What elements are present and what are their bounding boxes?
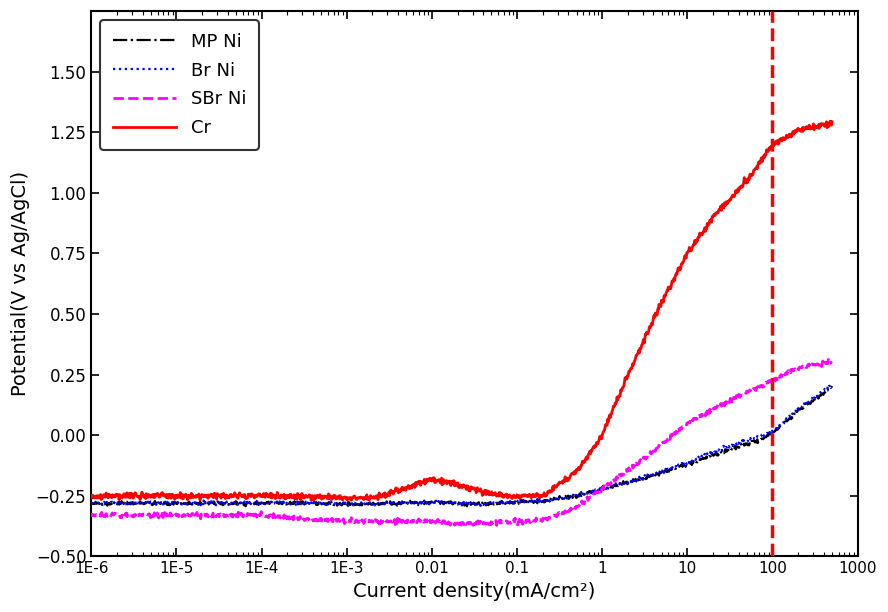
MP Ni	[476, 499, 487, 506]
Cr	[86, 492, 97, 499]
MP Ni	[466, 503, 477, 510]
SBr Ni	[184, 512, 194, 519]
SBr Ni	[210, 513, 221, 520]
Br Ni	[476, 501, 487, 508]
Line: SBr Ni: SBr Ni	[91, 359, 832, 526]
MP Ni	[336, 500, 346, 507]
Line: MP Ni: MP Ni	[91, 386, 832, 507]
MP Ni	[184, 500, 194, 507]
Cr	[305, 497, 316, 504]
MP Ni	[408, 499, 418, 507]
Br Ni	[210, 502, 221, 509]
X-axis label: Current density(mA/cm²): Current density(mA/cm²)	[353, 582, 596, 601]
Br Ni	[336, 501, 346, 509]
Cr	[825, 118, 836, 125]
MP Ni	[210, 499, 221, 506]
SBr Ni	[827, 358, 837, 365]
Cr	[408, 482, 418, 489]
Line: Br Ni: Br Ni	[91, 385, 832, 506]
SBr Ni	[476, 521, 487, 529]
Br Ni	[491, 499, 502, 507]
Br Ni	[86, 501, 97, 508]
MP Ni	[491, 499, 502, 507]
Line: Cr: Cr	[91, 121, 832, 501]
SBr Ni	[408, 517, 418, 524]
MP Ni	[827, 382, 837, 390]
Cr	[827, 118, 837, 125]
Br Ni	[454, 502, 464, 510]
SBr Ni	[472, 523, 482, 530]
SBr Ni	[86, 513, 97, 520]
Br Ni	[408, 501, 418, 508]
MP Ni	[86, 499, 97, 507]
Br Ni	[827, 381, 837, 389]
SBr Ni	[491, 522, 502, 529]
SBr Ni	[823, 356, 834, 363]
SBr Ni	[336, 516, 346, 523]
Legend: MP Ni, Br Ni, SBr Ni, Cr: MP Ni, Br Ni, SBr Ni, Cr	[100, 20, 258, 150]
Cr	[210, 493, 221, 500]
Y-axis label: Potential(V vs Ag/AgCl): Potential(V vs Ag/AgCl)	[12, 171, 30, 397]
Cr	[337, 495, 347, 502]
Cr	[491, 493, 502, 500]
Cr	[184, 492, 194, 499]
Br Ni	[184, 500, 194, 507]
Cr	[476, 487, 487, 494]
